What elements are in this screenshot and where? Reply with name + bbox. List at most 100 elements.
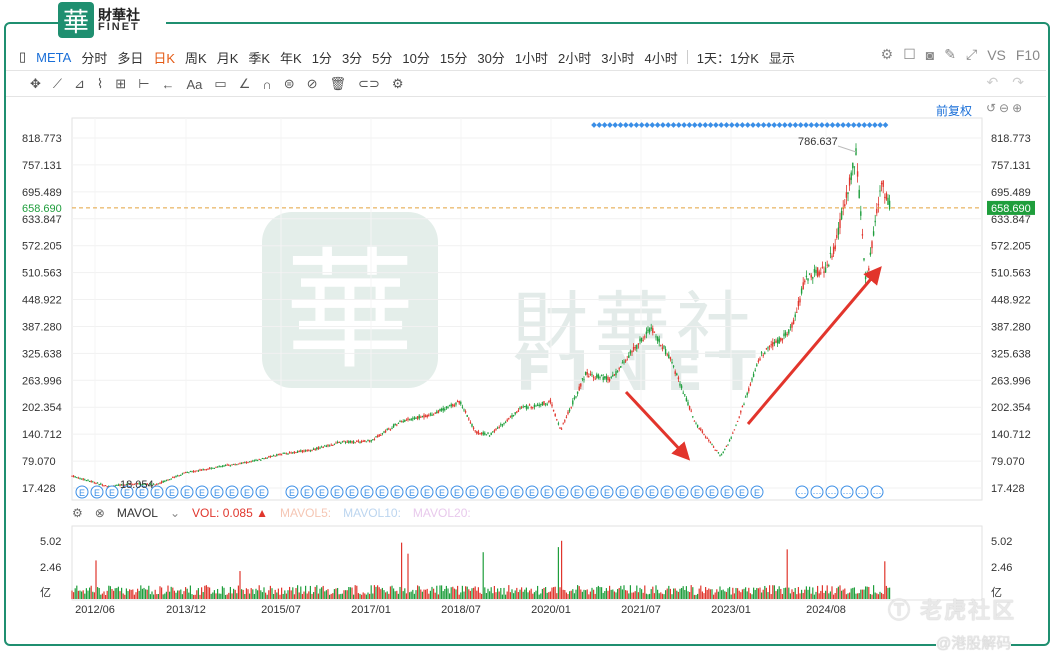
magnet-icon[interactable]: ∩ [262,76,272,92]
period-tab[interactable]: 15分 [439,50,468,66]
layout-icon[interactable]: ☐ [903,46,916,62]
event-marker[interactable] [150,485,164,499]
event-marker[interactable] [705,485,719,499]
f10-button[interactable]: F10 [1015,46,1040,63]
text-tool[interactable]: Aa [186,76,203,92]
event-marker[interactable] [840,485,854,499]
event-marker[interactable] [810,485,824,499]
event-marker[interactable] [345,485,359,499]
event-marker[interactable] [330,485,344,499]
event-marker[interactable] [495,485,509,499]
period-tab[interactable]: 分时 [81,50,108,66]
event-marker[interactable] [660,485,674,499]
event-marker[interactable] [450,485,464,499]
event-marker[interactable] [375,485,389,499]
trash-icon[interactable]: 🗑 [329,76,347,91]
event-marker[interactable] [540,485,554,499]
event-marker[interactable] [855,485,869,499]
event-marker[interactable] [615,485,629,499]
event-marker[interactable] [435,485,449,499]
event-marker[interactable] [510,485,524,499]
event-marker[interactable] [75,485,89,499]
event-marker[interactable] [750,485,764,499]
channel-tool-icon[interactable]: ⊿ [74,76,85,91]
indicator-select[interactable]: MAVOL [116,506,158,520]
zoom-controls[interactable]: ↺⊖⊕ [986,101,1026,115]
event-marker[interactable] [285,485,299,499]
event-marker[interactable] [480,485,494,499]
settings-icon[interactable]: ⚙ [72,506,83,520]
period-tab[interactable]: 1小时 [514,50,549,66]
period-tab[interactable]: 季K [248,50,271,66]
period-tab[interactable]: 10分 [402,50,430,66]
period-tab[interactable]: 2小时 [558,50,592,66]
period-tab[interactable]: 月K [216,50,239,66]
angle-icon[interactable]: ∠ [238,76,251,91]
pencil-icon[interactable]: ✎ [944,46,956,62]
event-marker[interactable] [315,485,329,499]
camera-icon[interactable]: ◙ [925,46,935,63]
event-marker[interactable] [870,485,884,499]
event-marker[interactable] [570,485,584,499]
event-marker[interactable] [360,485,374,499]
interval-select[interactable]: 1天：1分K [696,50,759,66]
redo-icon[interactable]: ↷ [1012,74,1038,90]
event-marker[interactable] [405,485,419,499]
event-marker[interactable] [165,485,179,499]
adjust-button[interactable]: 前复权 [936,104,973,118]
event-marker[interactable] [630,485,644,499]
period-tab[interactable]: 4小时 [644,50,678,66]
event-marker[interactable] [135,485,149,499]
link-icon[interactable]: ⊂⊃ [358,76,380,91]
event-marker[interactable] [795,485,809,499]
event-marker[interactable] [555,485,569,499]
period-tab[interactable]: 1分 [311,50,332,66]
event-marker[interactable] [105,485,119,499]
period-tab[interactable]: 年K [280,50,302,66]
period-tab[interactable]: 多日 [117,50,144,66]
display-select[interactable]: 显示 [768,50,795,66]
event-marker[interactable] [390,485,404,499]
gear-icon[interactable]: ⚙ [391,76,404,91]
event-marker[interactable] [240,485,254,499]
event-marker[interactable] [90,485,104,499]
period-tab[interactable]: 5分 [372,50,393,66]
line-tool-icon[interactable]: ⟋ [52,76,63,91]
event-marker[interactable] [675,485,689,499]
settings-icon[interactable]: ⚙ [880,46,894,62]
note-icon[interactable]: ▭ [214,76,227,91]
measure-tool-icon[interactable]: ⊢ [138,76,150,91]
period-tab[interactable]: 周K [185,50,207,66]
symbol-button[interactable]: META [36,49,72,65]
eye-icon[interactable]: ⊜ [283,76,295,91]
hide-icon[interactable]: ⊘ [306,76,318,91]
event-marker[interactable] [300,485,314,499]
period-tab[interactable]: 30分 [477,50,505,66]
wave-tool-icon[interactable]: ⌇ [96,76,104,91]
close-icon[interactable]: ⊗ [94,506,105,520]
event-marker[interactable] [180,485,194,499]
vs-button[interactable]: VS [987,46,1006,63]
chevron-down-icon[interactable]: ⌄ [169,506,181,520]
event-marker[interactable] [585,485,599,499]
event-marker[interactable] [825,485,839,499]
period-tab-active[interactable]: 日K [153,50,176,66]
event-marker[interactable] [120,485,134,499]
event-marker[interactable] [195,485,209,499]
event-marker[interactable] [525,485,539,499]
event-marker[interactable] [720,485,734,499]
pattern-tool-icon[interactable]: ⊞ [115,76,127,91]
event-marker[interactable] [690,485,704,499]
event-marker[interactable] [255,485,269,499]
event-marker[interactable] [210,485,224,499]
event-marker[interactable] [600,485,614,499]
event-marker[interactable] [420,485,434,499]
sidebar-toggle-icon[interactable]: ▯ [19,49,27,64]
event-marker[interactable] [465,485,479,499]
undo-icon[interactable]: ↶ [986,74,1013,90]
move-icon[interactable]: ✥ [30,76,41,91]
period-tab[interactable]: 3分 [341,50,363,66]
period-tab[interactable]: 3小时 [601,50,635,66]
event-marker[interactable] [645,485,659,499]
